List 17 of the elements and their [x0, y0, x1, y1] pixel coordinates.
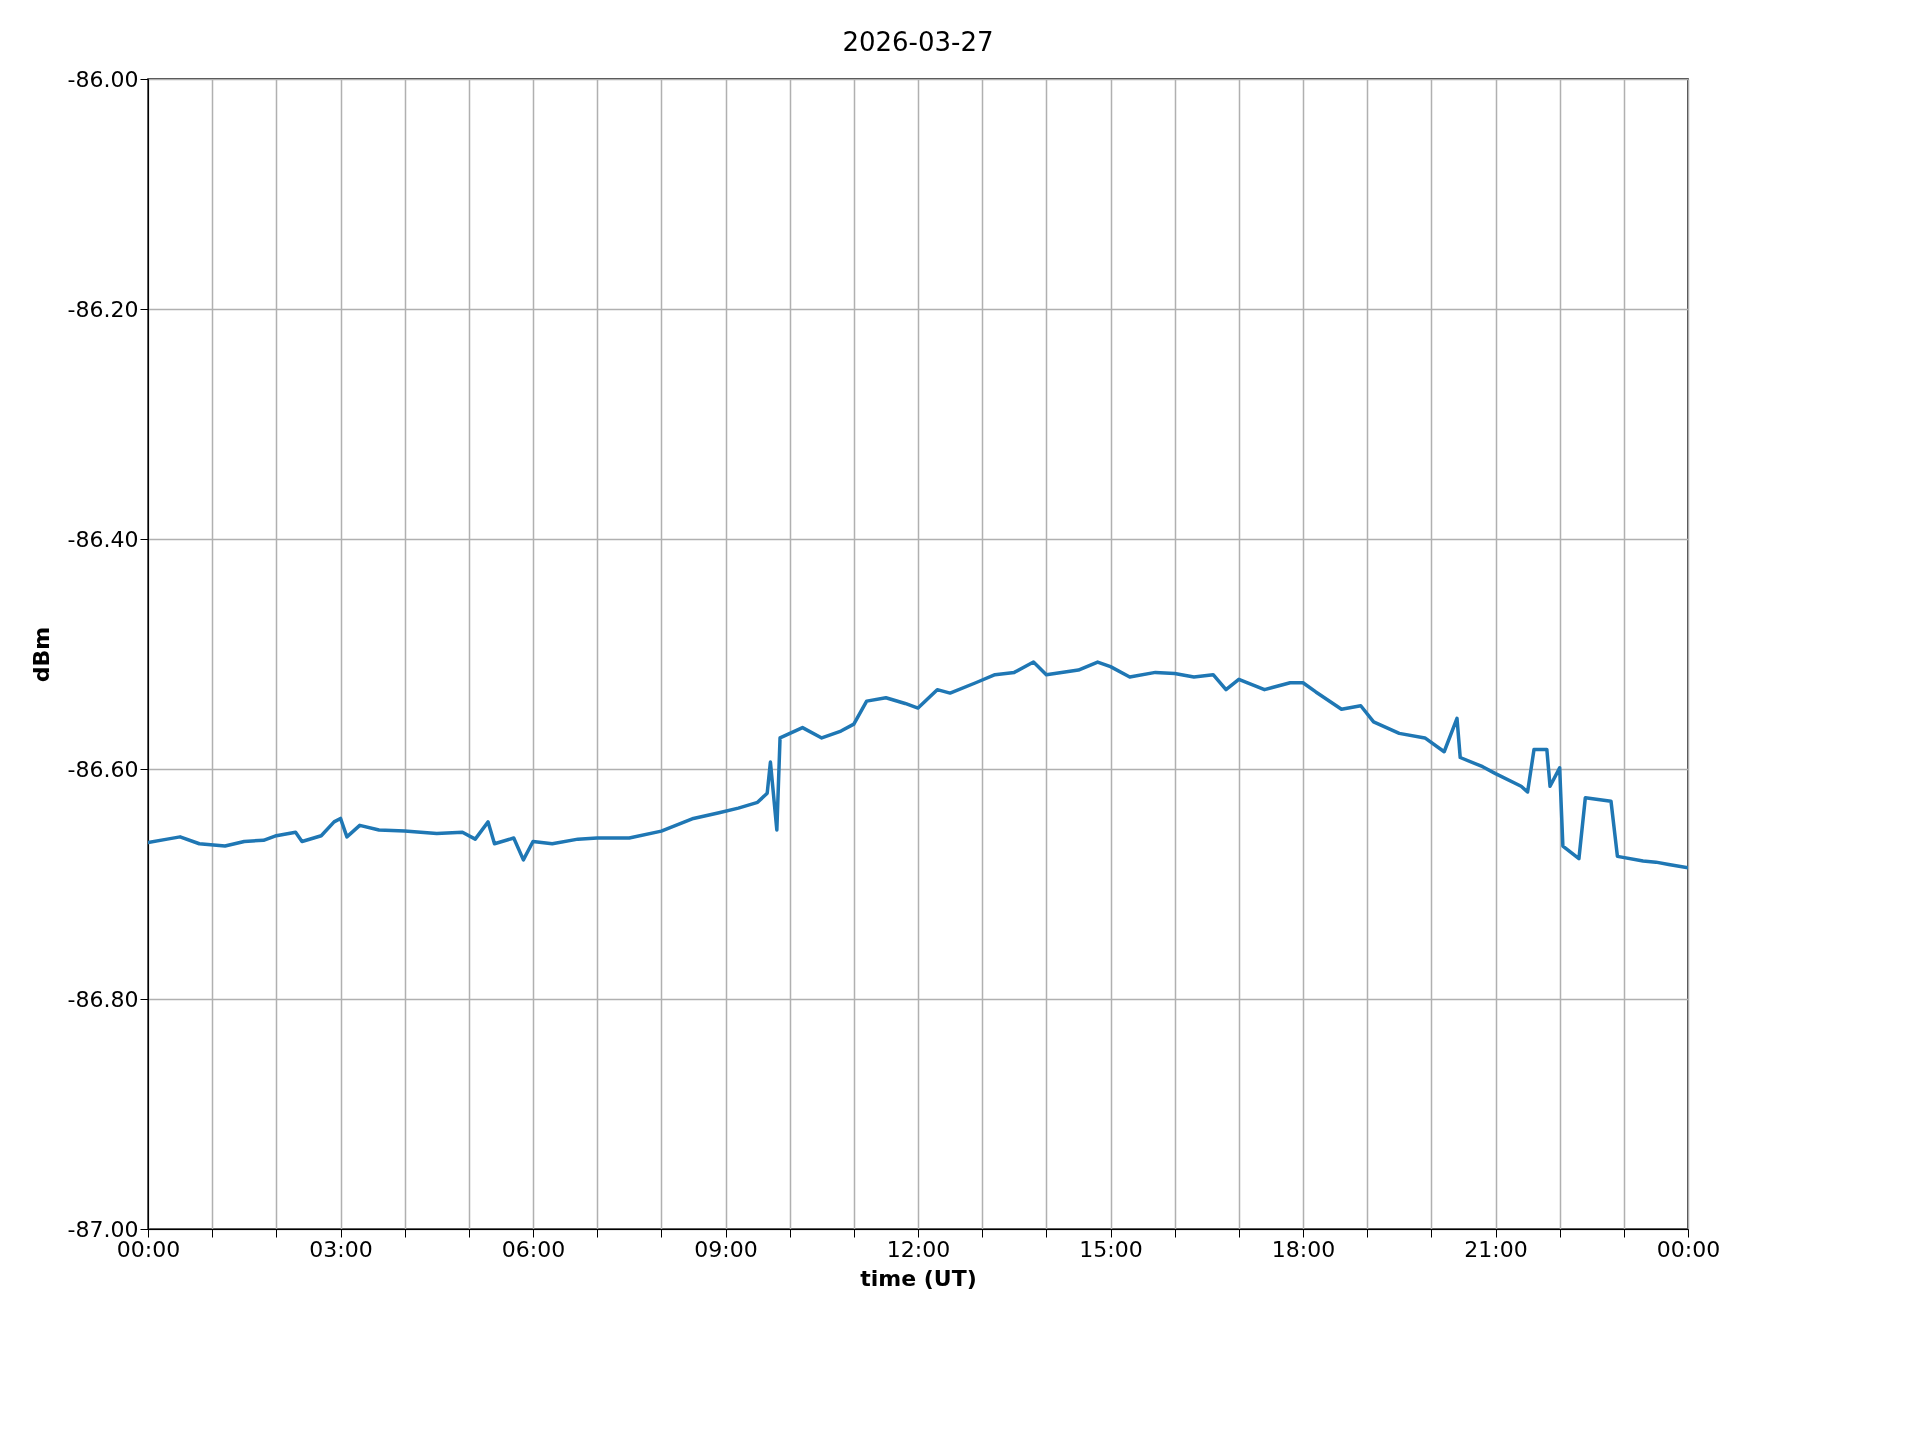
x-tick-label: 15:00 — [1079, 1236, 1143, 1262]
y-tick-label: -86.60 — [67, 756, 139, 782]
x-tick-label: 09:00 — [694, 1236, 758, 1262]
x-tick-label: 21:00 — [1464, 1236, 1528, 1262]
x-tick-label: 12:00 — [886, 1236, 951, 1262]
x-axis-title: time (UT) — [860, 1265, 977, 1291]
x-tick-label: 18:00 — [1271, 1236, 1336, 1262]
y-tick-label: -86.80 — [67, 986, 139, 1012]
x-tick-label: 00:00 — [1656, 1236, 1721, 1262]
y-axis-title: dBm — [28, 626, 54, 683]
y-tick-label: -86.00 — [67, 66, 139, 92]
x-tick-label: 03:00 — [309, 1236, 373, 1262]
y-tick-label: -86.20 — [67, 296, 139, 322]
chart-title: 2026-03-27 — [842, 27, 994, 57]
x-tick-label: 06:00 — [501, 1236, 566, 1262]
line-series — [148, 660, 1688, 870]
y-tick-label: -86.40 — [67, 526, 139, 552]
